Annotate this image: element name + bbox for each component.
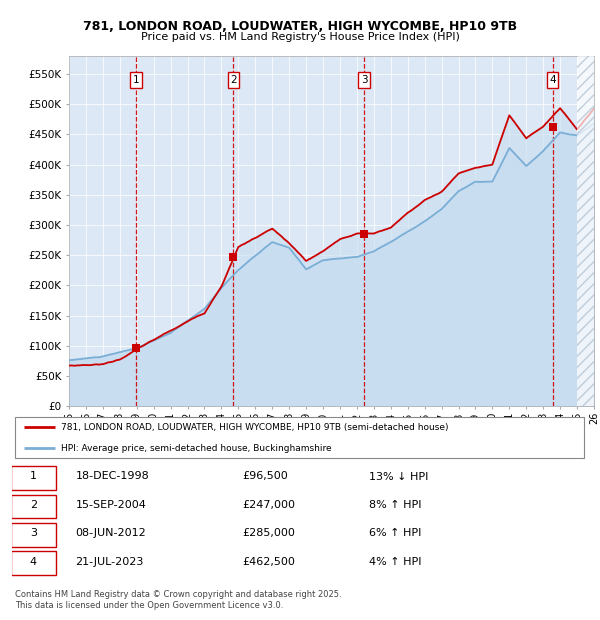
- Text: £247,000: £247,000: [242, 500, 295, 510]
- Text: 2: 2: [30, 500, 37, 510]
- FancyBboxPatch shape: [15, 417, 584, 458]
- Text: 13% ↓ HPI: 13% ↓ HPI: [369, 471, 428, 482]
- Text: £285,000: £285,000: [242, 528, 295, 538]
- Text: 4: 4: [30, 557, 37, 567]
- Text: 8% ↑ HPI: 8% ↑ HPI: [369, 500, 422, 510]
- Text: 18-DEC-1998: 18-DEC-1998: [76, 471, 149, 482]
- Text: Contains HM Land Registry data © Crown copyright and database right 2025.
This d: Contains HM Land Registry data © Crown c…: [15, 590, 341, 609]
- Text: £96,500: £96,500: [242, 471, 288, 482]
- Text: 1: 1: [30, 471, 37, 482]
- Text: 21-JUL-2023: 21-JUL-2023: [76, 557, 144, 567]
- Text: 4% ↑ HPI: 4% ↑ HPI: [369, 557, 422, 567]
- Text: 781, LONDON ROAD, LOUDWATER, HIGH WYCOMBE, HP10 9TB (semi-detached house): 781, LONDON ROAD, LOUDWATER, HIGH WYCOMB…: [61, 422, 448, 432]
- Text: 3: 3: [361, 75, 368, 85]
- Text: HPI: Average price, semi-detached house, Buckinghamshire: HPI: Average price, semi-detached house,…: [61, 444, 332, 453]
- FancyBboxPatch shape: [11, 466, 56, 490]
- Text: 08-JUN-2012: 08-JUN-2012: [76, 528, 146, 538]
- Text: 4: 4: [549, 75, 556, 85]
- FancyBboxPatch shape: [11, 551, 56, 575]
- FancyBboxPatch shape: [11, 523, 56, 547]
- Text: 2: 2: [230, 75, 237, 85]
- Text: Price paid vs. HM Land Registry's House Price Index (HPI): Price paid vs. HM Land Registry's House …: [140, 32, 460, 42]
- Text: 781, LONDON ROAD, LOUDWATER, HIGH WYCOMBE, HP10 9TB: 781, LONDON ROAD, LOUDWATER, HIGH WYCOMB…: [83, 20, 517, 33]
- Text: 3: 3: [30, 528, 37, 538]
- Text: £462,500: £462,500: [242, 557, 295, 567]
- Text: 1: 1: [133, 75, 139, 85]
- Text: 15-SEP-2004: 15-SEP-2004: [76, 500, 146, 510]
- Text: 6% ↑ HPI: 6% ↑ HPI: [369, 528, 421, 538]
- FancyBboxPatch shape: [11, 495, 56, 518]
